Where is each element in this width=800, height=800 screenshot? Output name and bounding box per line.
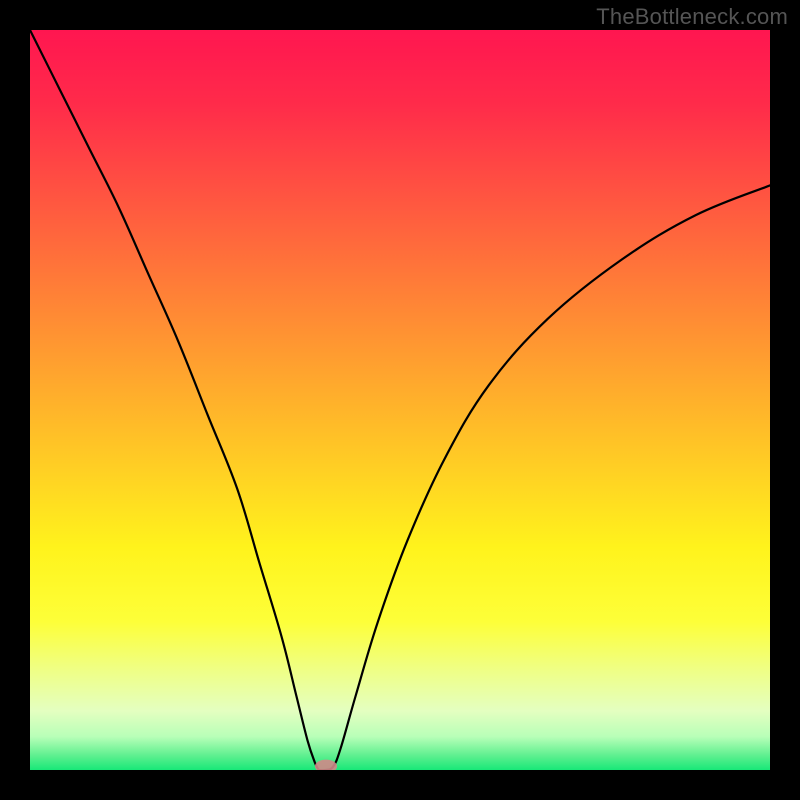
gradient-background bbox=[30, 30, 770, 770]
plot-area bbox=[30, 30, 770, 770]
watermark-text: TheBottleneck.com bbox=[596, 4, 788, 30]
chart-svg bbox=[30, 30, 770, 770]
chart-container: TheBottleneck.com bbox=[0, 0, 800, 800]
